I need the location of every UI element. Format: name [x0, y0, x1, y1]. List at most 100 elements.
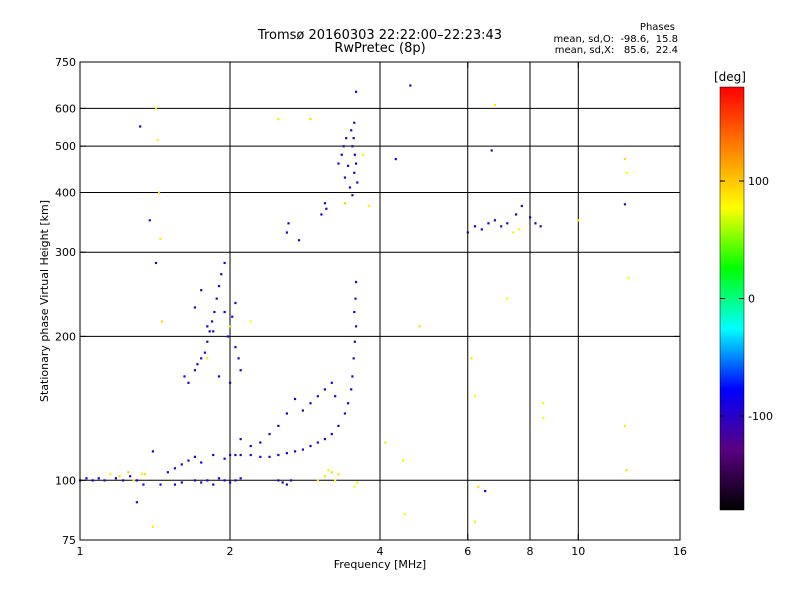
- o-mode-point: [237, 357, 240, 360]
- o-mode-point: [277, 479, 280, 482]
- y-tick-label: 750: [55, 56, 76, 69]
- o-mode-point: [277, 424, 280, 428]
- o-mode-point: [346, 164, 350, 167]
- o-mode-point: [234, 479, 237, 482]
- o-mode-point: [353, 340, 356, 343]
- chart-subtitle: RwPretec (8p): [334, 41, 426, 56]
- o-mode-point: [353, 310, 356, 314]
- o-mode-point: [285, 412, 288, 415]
- x-mode-point: [206, 357, 209, 360]
- y-tick-label: 500: [55, 140, 76, 153]
- colorbar-tick-label: -100: [748, 410, 773, 423]
- x-mode-point: [277, 117, 280, 121]
- x-mode-point: [506, 297, 509, 300]
- x-mode-point: [470, 357, 473, 360]
- o-mode-point: [210, 320, 214, 323]
- o-mode-point: [183, 375, 186, 378]
- x-mode-point: [127, 471, 130, 474]
- x-mode-point: [542, 416, 545, 420]
- o-mode-point: [348, 186, 352, 189]
- o-mode-point: [539, 225, 542, 228]
- o-mode-point: [323, 202, 327, 205]
- o-mode-point: [268, 432, 271, 436]
- x-mode-point: [362, 153, 365, 156]
- o-mode-point: [234, 346, 237, 349]
- o-mode-point: [239, 453, 242, 457]
- o-mode-point: [343, 176, 347, 179]
- o-mode-point: [500, 225, 503, 228]
- o-mode-point: [354, 297, 357, 300]
- o-mode-point: [200, 461, 203, 464]
- x-mode-point: [512, 231, 515, 234]
- x-mode-point: [473, 395, 477, 398]
- y-axis-label: Stationary phase Virtual Height [km]: [38, 200, 51, 402]
- o-mode-point: [293, 450, 297, 453]
- o-mode-point: [490, 149, 493, 152]
- o-mode-point: [103, 479, 106, 482]
- x-mode-point: [473, 520, 477, 523]
- o-mode-point: [234, 453, 237, 457]
- o-mode-point: [484, 489, 487, 493]
- o-mode-point: [135, 479, 138, 482]
- o-mode-point: [281, 481, 284, 484]
- o-mode-point: [229, 453, 232, 457]
- o-mode-point: [289, 479, 293, 482]
- colorbar-label: [deg]: [714, 70, 746, 84]
- o-mode-point: [346, 402, 350, 405]
- x-mode-point: [337, 473, 340, 476]
- x-mode-point: [159, 237, 162, 241]
- o-mode-point: [193, 369, 197, 372]
- o-mode-point: [343, 412, 347, 415]
- o-mode-point: [217, 375, 221, 378]
- o-mode-point: [159, 483, 162, 486]
- o-mode-point: [229, 481, 232, 484]
- o-mode-point: [320, 213, 323, 216]
- o-mode-point: [352, 137, 355, 140]
- x-mode-point: [577, 219, 580, 222]
- o-mode-point: [212, 453, 215, 457]
- o-mode-point: [506, 222, 509, 225]
- o-mode-point: [259, 441, 262, 444]
- x-tick-label: 2: [227, 545, 234, 558]
- x-mode-point: [323, 475, 327, 478]
- o-mode-point: [234, 301, 237, 305]
- o-mode-point: [223, 310, 226, 314]
- x-axis-label: Frequency [MHz]: [334, 558, 426, 571]
- x-mode-point: [109, 473, 112, 476]
- data-points-layer: [79, 84, 630, 528]
- o-mode-point: [217, 284, 221, 288]
- o-mode-point: [287, 222, 290, 225]
- o-mode-point: [340, 153, 343, 156]
- o-mode-point: [330, 381, 333, 384]
- o-mode-point: [353, 153, 356, 156]
- o-mode-point: [200, 357, 203, 360]
- o-mode-point: [180, 481, 183, 484]
- o-mode-point: [354, 162, 358, 165]
- o-mode-point: [316, 395, 319, 398]
- x-tick-label: 4: [377, 545, 384, 558]
- x-mode-point: [160, 320, 164, 323]
- o-mode-point: [148, 219, 151, 222]
- y-tick-label: 200: [55, 330, 76, 343]
- o-mode-point: [356, 181, 359, 184]
- x-tick-label: 1: [77, 545, 84, 558]
- o-mode-point: [352, 357, 355, 360]
- o-mode-point: [342, 145, 345, 148]
- o-mode-point: [301, 409, 305, 412]
- o-mode-point: [239, 477, 242, 480]
- o-mode-point: [354, 90, 358, 93]
- o-mode-point: [223, 479, 226, 482]
- x-mode-point: [493, 103, 497, 107]
- x-mode-point: [132, 479, 135, 482]
- o-mode-point: [206, 479, 209, 482]
- o-mode-point: [208, 330, 211, 333]
- y-tick-label: 300: [55, 246, 76, 259]
- o-mode-point: [330, 432, 333, 436]
- x-mode-point: [418, 325, 421, 328]
- o-mode-point: [85, 477, 88, 480]
- x-mode-point: [118, 475, 121, 478]
- y-tick-label: 400: [55, 186, 76, 199]
- o-mode-point: [334, 395, 337, 398]
- x-mode-point: [517, 228, 521, 231]
